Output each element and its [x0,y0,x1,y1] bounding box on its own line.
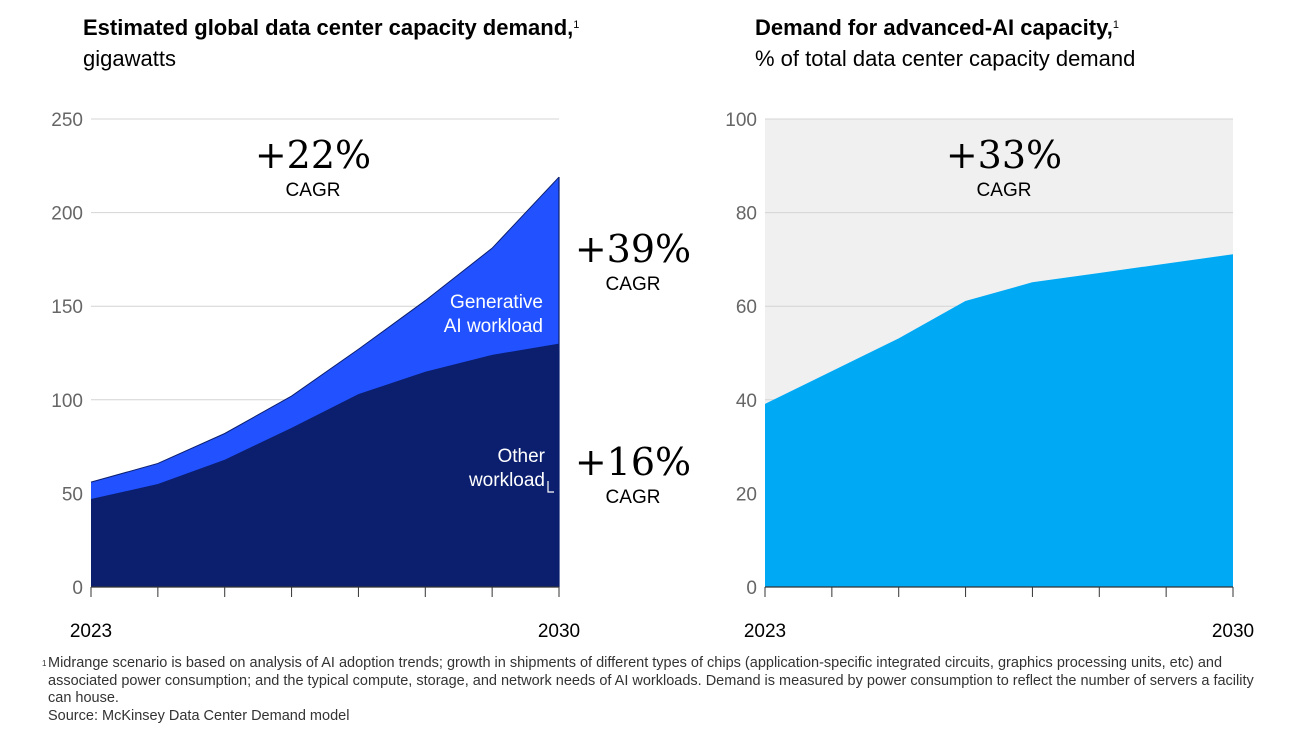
chart2-y-tick-label: 100 [725,110,757,131]
left-title-unit: gigawatts [83,46,176,71]
chart1-y-tick-label: 200 [51,204,83,225]
chart1-y-tick-label: 50 [62,484,83,505]
chart2-area-advanced-ai-share [765,254,1233,587]
other-cagr-value: +16% [575,440,691,484]
other-cagr-label: CAGR [606,487,661,508]
chart2-y-tick-label: 60 [736,297,757,318]
ai-share-cagr-label: CAGR [977,180,1032,201]
chart1-area-edge [90,176,560,483]
chart2-y-tick-label: 40 [736,391,757,412]
gen-ai-cagr-label: CAGR [606,274,661,295]
footnote: 1 Midrange scenario is based on analysis … [42,655,1262,725]
left-chart-title: Estimated global data center capacity de… [83,12,603,74]
chart2-x-label-start: 2023 [744,621,786,642]
chart2-y-tick-label: 20 [736,484,757,505]
footnote-source: Source: McKinsey Data Center Demand mode… [48,707,350,724]
chart1-y-tick-label: 250 [51,110,83,131]
chart1-y-tick-label: 100 [51,391,83,412]
charts-canvas: 0 50 100 150 200 250 2023 2030 0 20 40 60 80 100 2023 2… [51,110,1254,642]
right-title-unit: % of total data center capacity demand [755,46,1136,71]
right-title-bold: Demand for advanced-AI capacity, [755,15,1113,40]
chart1-x-label-end: 2030 [538,621,580,642]
other-series-label-line2: workload [468,470,545,491]
chart1-y-tick-label: 0 [72,578,83,599]
footnote-text: Midrange scenario is based on analysis o… [48,655,1254,706]
total-cagr-value: +22% [255,133,371,177]
chart2-y-tick-label: 80 [736,204,757,225]
chart2-x-label-end: 2030 [1212,621,1254,642]
chart1-y-tick-label: 150 [51,297,83,318]
left-title-bold: Estimated global data center capacity de… [83,15,574,40]
left-title-footnote-mark: 1 [573,19,580,31]
other-series-label-line1: Other [497,446,545,467]
footnote-mark: 1 [42,659,47,668]
gen-ai-series-label-line2: AI workload [444,316,543,337]
right-chart-title: Demand for advanced-AI capacity,1 % of t… [755,12,1275,74]
gen-ai-series-label-line1: Generative [450,292,543,313]
chart2-y-tick-label: 0 [746,578,757,599]
chart1-area-other-workload [91,343,559,587]
other-series-bracket [547,481,554,493]
chart2-area-edge [764,254,1234,405]
chart1-area-generative-ai-workload [91,177,559,500]
chart1-x-label-start: 2023 [70,621,112,642]
ai-share-cagr-value: +33% [946,133,1062,177]
total-cagr-label: CAGR [286,180,341,201]
gen-ai-cagr-value: +39% [575,227,691,271]
right-title-footnote-mark: 1 [1112,19,1119,31]
